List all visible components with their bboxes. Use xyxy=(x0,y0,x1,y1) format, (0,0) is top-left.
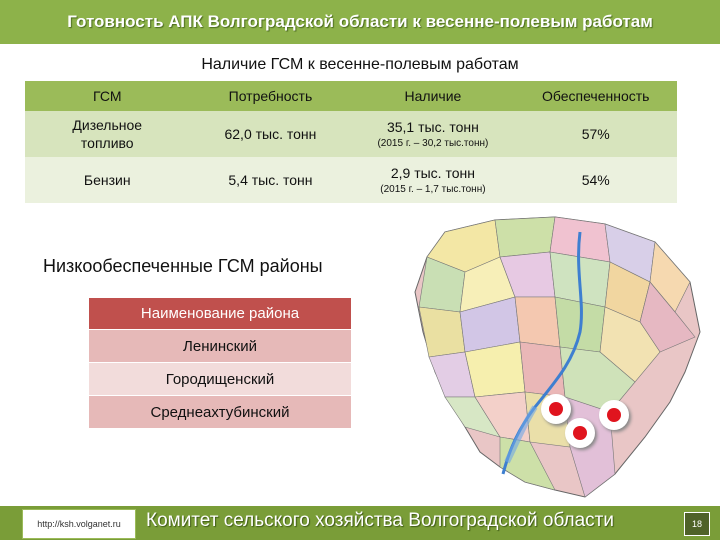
footer-url-link[interactable]: http://ksh.volganet.ru xyxy=(22,509,136,539)
gsm-table: ГСМ Потребность Наличие Обеспеченность Д… xyxy=(25,81,677,203)
security-cell: 57% xyxy=(514,111,677,157)
col-header-gsm: ГСМ xyxy=(25,81,190,111)
low-supply-title: Низкообеспеченные ГСМ районы xyxy=(43,256,323,276)
map-marker-leninsky xyxy=(541,394,571,424)
col-header-security: Обеспеченность xyxy=(514,81,677,111)
district-name: Среднеахтубинский xyxy=(88,395,352,429)
fuel-cell: Дизельное топливо xyxy=(25,111,190,157)
gsm-section-title: Наличие ГСМ к весенне-полевым работам xyxy=(201,56,519,73)
district-name: Ленинский xyxy=(88,329,352,363)
table-row: Среднеахтубинский xyxy=(88,395,352,429)
table-row: Городищенский xyxy=(88,362,352,396)
need-cell: 62,0 тыс. тонн xyxy=(189,111,352,157)
slide-title: Готовность АПК Волгоградской области к в… xyxy=(67,12,653,31)
table-row: Ленинский xyxy=(88,329,352,363)
map-marker-gorodishchensky xyxy=(565,418,595,448)
col-header-need: Потребность xyxy=(189,81,352,111)
table-row: Дизельное топливо 62,0 тыс. тонн 35,1 ты… xyxy=(25,111,677,157)
have-cell: 2,9 тыс. тонн (2015 г. – 1,7 тыс.тонн) xyxy=(351,157,515,203)
fuel-cell: Бензин xyxy=(25,157,190,203)
need-cell: 5,4 тыс. тонн xyxy=(189,157,352,203)
col-header-have: Наличие xyxy=(351,81,515,111)
footer-committee-name: Комитет сельского хозяйства Волгоградско… xyxy=(146,510,614,531)
volgograd-region-map xyxy=(414,216,701,498)
page-number: 18 xyxy=(684,512,710,536)
security-cell: 54% xyxy=(514,157,677,203)
district-header: Наименование района xyxy=(88,297,352,330)
district-table: Наименование района Ленинский Городищенс… xyxy=(88,297,352,429)
district-name: Городищенский xyxy=(88,362,352,396)
slide-title-bar: Готовность АПК Волгоградской области к в… xyxy=(0,0,720,44)
gsm-table-header: ГСМ Потребность Наличие Обеспеченность xyxy=(25,81,677,111)
map-marker-sredneakhtubinsky xyxy=(599,400,629,430)
table-row: Бензин 5,4 тыс. тонн 2,9 тыс. тонн (2015… xyxy=(25,157,677,203)
have-cell: 35,1 тыс. тонн (2015 г. – 30,2 тыс.тонн) xyxy=(351,111,515,157)
